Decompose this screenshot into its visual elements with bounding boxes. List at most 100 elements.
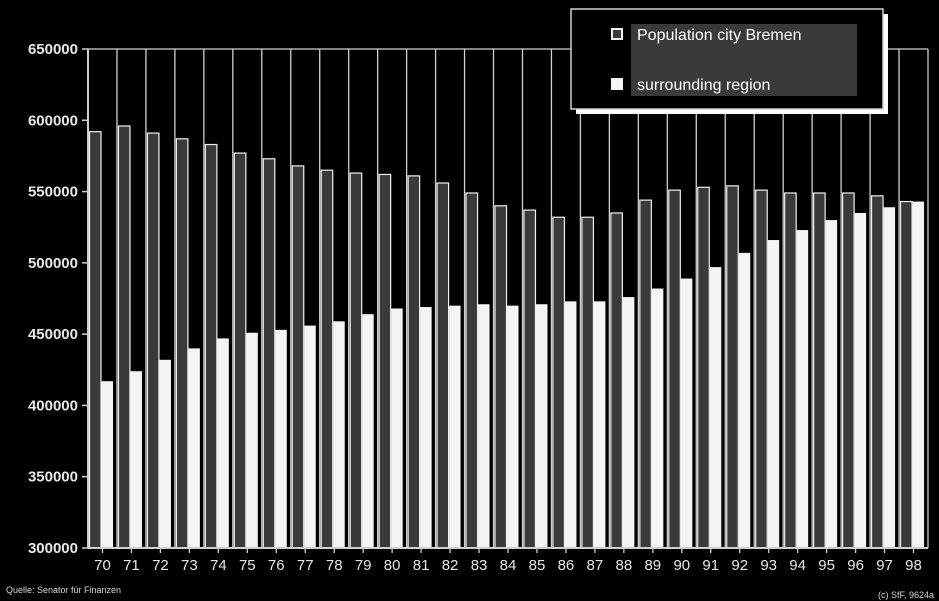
bar-region-79 <box>362 314 374 548</box>
x-tick-label: 73 <box>181 557 198 574</box>
bar-city-75 <box>233 152 247 549</box>
legend-label-region: surrounding region <box>637 77 770 94</box>
bar-city-94 <box>784 192 797 549</box>
legend-text-background <box>631 24 857 96</box>
bar-city-81 <box>407 175 421 549</box>
bar-region-88 <box>622 297 635 548</box>
bar-city-87 <box>581 216 595 549</box>
bar-city-80 <box>378 173 392 549</box>
bar-region-70 <box>101 381 113 548</box>
bar-city-93 <box>755 189 768 549</box>
x-tick-label: 85 <box>529 557 546 574</box>
bar-region-83 <box>478 304 490 548</box>
bar-region-95 <box>825 220 838 549</box>
bar-city-89 <box>639 199 652 549</box>
copyright-note: (c) SfF, 9624a <box>878 590 934 600</box>
x-tick-label: 91 <box>702 557 719 574</box>
bar-city-85 <box>523 209 537 549</box>
y-tick-label: 400000 <box>28 397 78 414</box>
bar-city-86 <box>552 216 566 549</box>
bar-city-77 <box>291 165 305 549</box>
x-tick-label: 87 <box>587 557 604 574</box>
y-tick-label: 450000 <box>28 326 78 343</box>
x-tick-label: 86 <box>558 557 575 574</box>
bar-region-71 <box>130 371 142 548</box>
bar-region-78 <box>333 321 345 548</box>
bar-city-90 <box>668 189 681 549</box>
bar-city-97 <box>870 195 884 549</box>
bar-region-94 <box>796 230 809 548</box>
bar-city-78 <box>320 169 334 549</box>
bar-city-73 <box>175 138 189 549</box>
bar-region-84 <box>507 305 519 548</box>
x-tick-label: 71 <box>123 557 140 574</box>
x-tick-label: 81 <box>413 557 430 574</box>
bar-region-87 <box>593 301 606 548</box>
bars-group <box>88 125 925 549</box>
bar-region-77 <box>304 325 316 548</box>
grid-lines <box>87 49 929 548</box>
bar-region-85 <box>535 304 548 548</box>
x-tick-label: 92 <box>731 557 748 574</box>
x-tick-label: 96 <box>847 557 864 574</box>
y-tick-label: 650000 <box>28 41 78 58</box>
bar-region-82 <box>449 305 461 548</box>
x-tick-label: 95 <box>818 557 835 574</box>
x-tick-label: 77 <box>297 557 314 574</box>
bar-city-71 <box>117 125 131 549</box>
x-tick-label: 90 <box>673 557 690 574</box>
y-tick-label: 600000 <box>28 112 78 129</box>
y-tick-label: 500000 <box>28 255 78 272</box>
bar-region-92 <box>738 252 751 548</box>
legend-swatch-city <box>611 28 623 40</box>
bar-region-91 <box>709 267 722 548</box>
bar-region-75 <box>246 332 258 548</box>
bar-city-74 <box>204 143 218 549</box>
x-tick-label: 84 <box>500 557 517 574</box>
bar-region-96 <box>854 212 867 548</box>
bar-city-76 <box>262 158 276 549</box>
x-tick-label: 93 <box>760 557 777 574</box>
y-tick-label: 350000 <box>28 469 78 486</box>
x-tick-label: 70 <box>94 557 111 574</box>
bar-region-74 <box>217 338 229 548</box>
bar-city-83 <box>465 192 479 549</box>
bar-city-72 <box>146 132 160 549</box>
x-tick-label: 98 <box>905 557 922 574</box>
bar-city-96 <box>842 192 855 549</box>
bar-city-70 <box>88 131 102 549</box>
x-tick-label: 83 <box>471 557 488 574</box>
legend: Population city Bremen surrounding regio… <box>570 8 888 114</box>
bar-region-81 <box>420 307 432 548</box>
x-tick-label: 94 <box>789 557 806 574</box>
bar-city-98 <box>899 200 913 549</box>
bar-region-80 <box>391 308 403 548</box>
bar-city-84 <box>494 205 508 549</box>
x-tick-label: 82 <box>442 557 459 574</box>
x-tick-label: 72 <box>152 557 169 574</box>
y-tick-label: 300000 <box>28 540 78 557</box>
bar-city-91 <box>697 186 710 549</box>
x-axis-ticks: 70 71 72 73 74 75 76 77 78 79 80 81 82 83 84 85 86 87 88 89… <box>94 548 922 574</box>
bar-region-89 <box>651 288 664 548</box>
x-tick-label: 76 <box>268 557 285 574</box>
x-tick-label: 88 <box>616 557 633 574</box>
legend-swatch-region <box>611 78 623 90</box>
x-tick-label: 79 <box>355 557 372 574</box>
x-tick-label: 78 <box>326 557 343 574</box>
x-tick-label: 97 <box>876 557 893 574</box>
legend-label-city: Population city Bremen <box>637 27 802 44</box>
bar-city-88 <box>610 212 623 549</box>
bar-region-73 <box>188 348 200 548</box>
bar-region-86 <box>564 301 577 548</box>
bar-region-72 <box>159 359 171 548</box>
bar-city-82 <box>436 182 450 549</box>
source-note: Quelle: Senator für Finanzen <box>6 585 121 595</box>
x-tick-label: 74 <box>210 557 227 574</box>
bar-city-92 <box>726 185 739 549</box>
x-tick-label: 75 <box>239 557 256 574</box>
bar-region-90 <box>680 278 693 548</box>
bar-region-97 <box>883 207 896 549</box>
bar-region-76 <box>275 329 287 548</box>
y-tick-label: 550000 <box>28 184 78 201</box>
